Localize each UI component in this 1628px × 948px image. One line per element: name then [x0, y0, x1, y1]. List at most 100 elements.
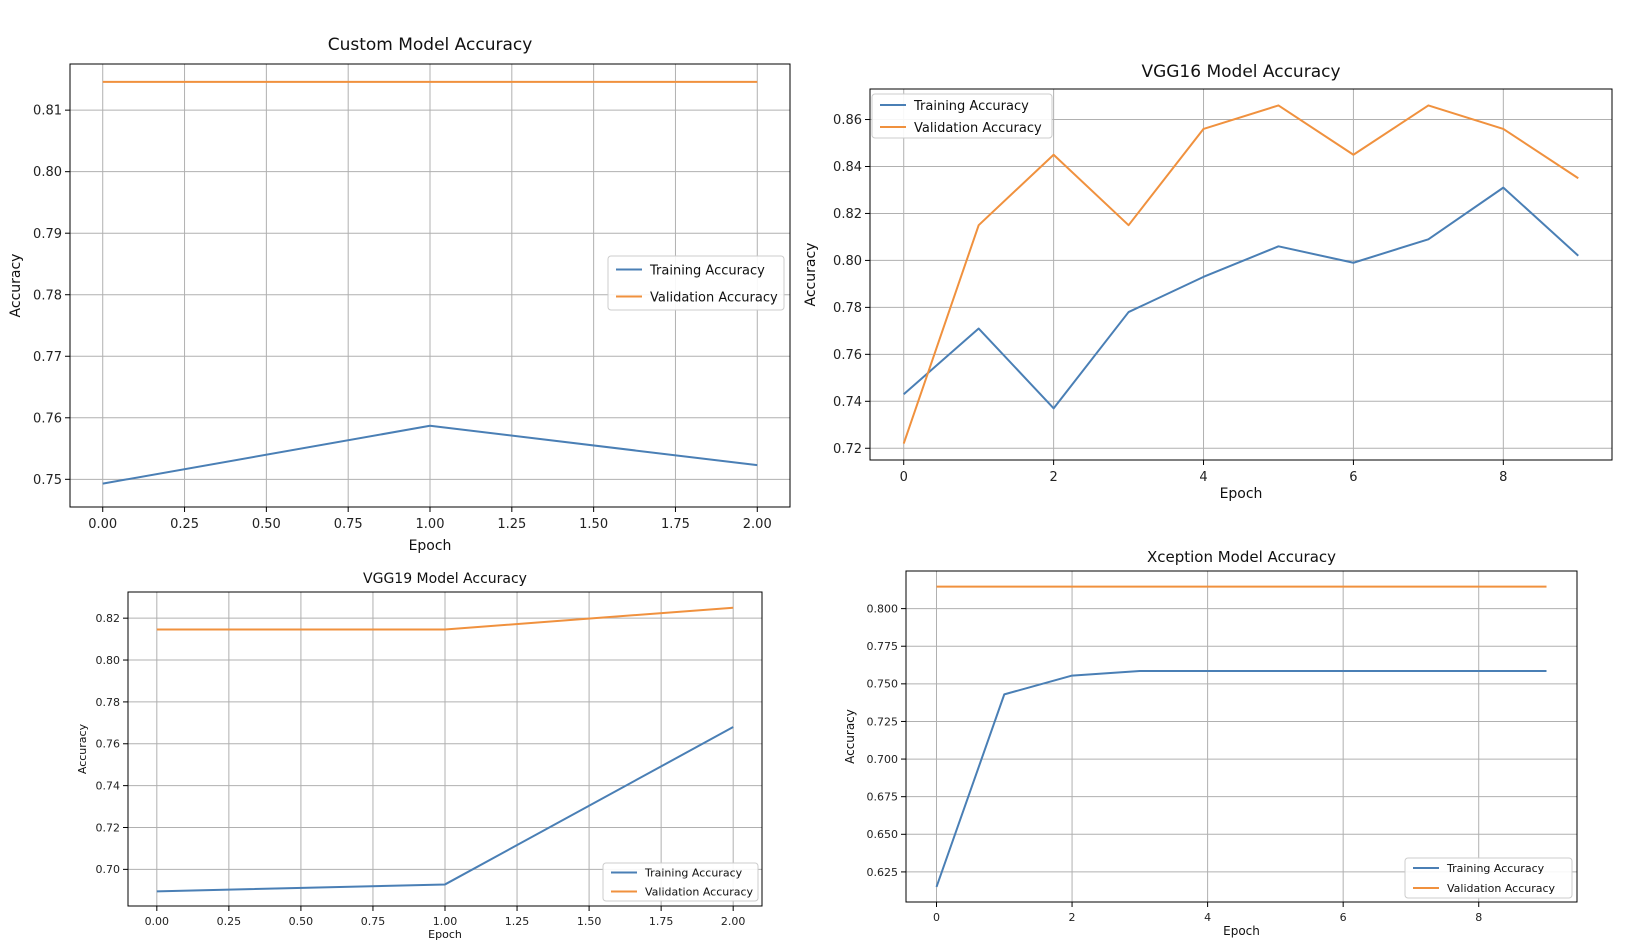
x-tick-label: 0	[900, 470, 908, 485]
legend-label: Training Accuracy	[913, 99, 1029, 114]
x-tick-label: 2.00	[743, 517, 772, 532]
y-tick-label: 0.750	[867, 678, 899, 691]
y-tick-label: 0.725	[867, 715, 899, 728]
x-tick-label: 2	[1069, 911, 1076, 924]
plot-frame	[127, 591, 763, 907]
y-axis-label: Accuracy	[76, 723, 89, 774]
y-tick-label: 0.775	[867, 640, 899, 653]
y-tick-label: 0.78	[33, 288, 62, 303]
x-tick-label: 1.00	[433, 915, 458, 928]
legend: Training Accuracy Validation Accuracy	[871, 93, 1053, 139]
y-tick-label: 0.70	[96, 863, 121, 876]
y-tick-label: 0.80	[33, 165, 62, 180]
legend: Training Accuracy Validation Accuracy	[1404, 857, 1573, 899]
x-tick-label: 0.75	[334, 517, 363, 532]
training-accuracy-line	[903, 186, 1579, 410]
legend-label: Validation Accuracy	[914, 121, 1042, 136]
x-tick-label: 0.00	[145, 915, 170, 928]
legend-label: Training Accuracy	[644, 867, 743, 880]
x-tick-label: 1.00	[416, 517, 445, 532]
plot-frame	[905, 570, 1578, 903]
y-tick-label: 0.76	[33, 411, 62, 426]
x-tick-label: 1.50	[577, 915, 602, 928]
x-tick-label: 4	[1204, 911, 1211, 924]
y-tick-label: 0.675	[867, 791, 899, 804]
y-tick-label: 0.650	[867, 828, 899, 841]
y-tick-label: 0.72	[833, 442, 862, 457]
y-tick-label: 0.72	[96, 821, 121, 834]
chart-title: VGG19 Model Accuracy	[363, 571, 527, 587]
x-tick-label: 0.25	[217, 915, 242, 928]
x-axis-label: Epoch	[1220, 486, 1263, 502]
legend-label: Validation Accuracy	[1447, 882, 1556, 895]
validation-accuracy-line	[156, 606, 734, 631]
y-tick-label: 0.75	[33, 473, 62, 488]
y-tick-label: 0.86	[833, 113, 862, 128]
x-tick-label: 1.50	[579, 517, 608, 532]
chart-3: 0.00 0.25 0.50 0.75 1.00 1.25 1.50 1.75 2.00 0.70…	[76, 571, 763, 941]
y-tick-label: 0.78	[833, 301, 862, 316]
y-axis-label: Accuracy	[8, 254, 24, 318]
x-tick-label: 0.50	[289, 915, 314, 928]
plot-frame	[869, 88, 1613, 461]
y-tick-label: 0.84	[833, 160, 862, 175]
training-accuracy-line	[156, 726, 734, 893]
y-tick-label: 0.800	[867, 602, 899, 615]
y-axis-label: Accuracy	[803, 243, 819, 307]
x-tick-label: 8	[1475, 911, 1482, 924]
legend-box	[607, 255, 785, 311]
x-tick-label: 6	[1349, 470, 1357, 485]
y-tick-label: 0.82	[96, 612, 121, 625]
training-accuracy-line	[102, 424, 758, 485]
chart-2: 0 2 4 6 8 0.72 0.74 0.76 0.78 0.80 0.82 0.84 0.86 VGG…	[803, 62, 1613, 502]
y-tick-label: 0.77	[33, 350, 62, 365]
y-tick-label: 0.79	[33, 227, 62, 242]
x-axis-label: Epoch	[428, 928, 462, 941]
x-tick-label: 2	[1049, 470, 1057, 485]
legend-label: Validation Accuracy	[650, 290, 778, 305]
legend-box	[1404, 857, 1573, 899]
y-tick-label: 0.625	[867, 866, 899, 879]
y-tick-label: 0.78	[96, 696, 121, 709]
chart-1: 0.00 0.25 0.50 0.75 1.00 1.25 1.50 1.75 2.00 0.75…	[8, 35, 791, 554]
legend-box	[602, 862, 759, 902]
y-tick-label: 0.76	[96, 738, 121, 751]
y-tick-label: 0.82	[833, 207, 862, 222]
y-tick-label: 0.80	[96, 654, 121, 667]
chart-title: VGG16 Model Accuracy	[1141, 62, 1340, 82]
y-tick-label: 0.76	[833, 348, 862, 363]
chart-4: 0 2 4 6 8 0.625 0.650 0.675 0.700 0.725 0.750 0.775…	[843, 548, 1578, 938]
x-tick-label: 6	[1340, 911, 1347, 924]
x-axis-label: Epoch	[1223, 924, 1260, 938]
y-tick-label: 0.81	[33, 104, 62, 119]
x-tick-label: 2.00	[721, 915, 746, 928]
x-tick-label: 0.25	[170, 517, 199, 532]
plot-frame	[69, 63, 791, 508]
x-tick-label: 0.75	[361, 915, 386, 928]
legend-label: Training Accuracy	[649, 263, 765, 278]
legend-label: Training Accuracy	[1446, 862, 1545, 875]
x-tick-label: 4	[1199, 470, 1207, 485]
x-tick-label: 0	[933, 911, 940, 924]
y-tick-label: 0.80	[833, 254, 862, 269]
y-tick-label: 0.74	[833, 395, 862, 410]
chart-title: Custom Model Accuracy	[328, 35, 533, 55]
x-axis-label: Epoch	[409, 538, 452, 554]
legend-box	[871, 93, 1053, 139]
x-tick-label: 1.75	[649, 915, 674, 928]
x-tick-label: 1.75	[661, 517, 690, 532]
validation-accuracy-line	[902, 104, 1579, 444]
training-accuracy-line	[935, 670, 1547, 888]
chart-title: Xception Model Accuracy	[1147, 548, 1336, 566]
legend-label: Validation Accuracy	[645, 886, 754, 899]
y-tick-label: 0.700	[867, 753, 899, 766]
x-tick-label: 0.50	[252, 517, 281, 532]
legend: Training Accuracy Validation Accuracy	[607, 255, 785, 311]
x-tick-label: 1.25	[497, 517, 526, 532]
x-tick-label: 8	[1499, 470, 1507, 485]
x-tick-label: 1.25	[505, 915, 530, 928]
legend: Training Accuracy Validation Accuracy	[602, 862, 759, 902]
x-tick-label: 0.00	[88, 517, 117, 532]
y-tick-label: 0.74	[96, 779, 121, 792]
